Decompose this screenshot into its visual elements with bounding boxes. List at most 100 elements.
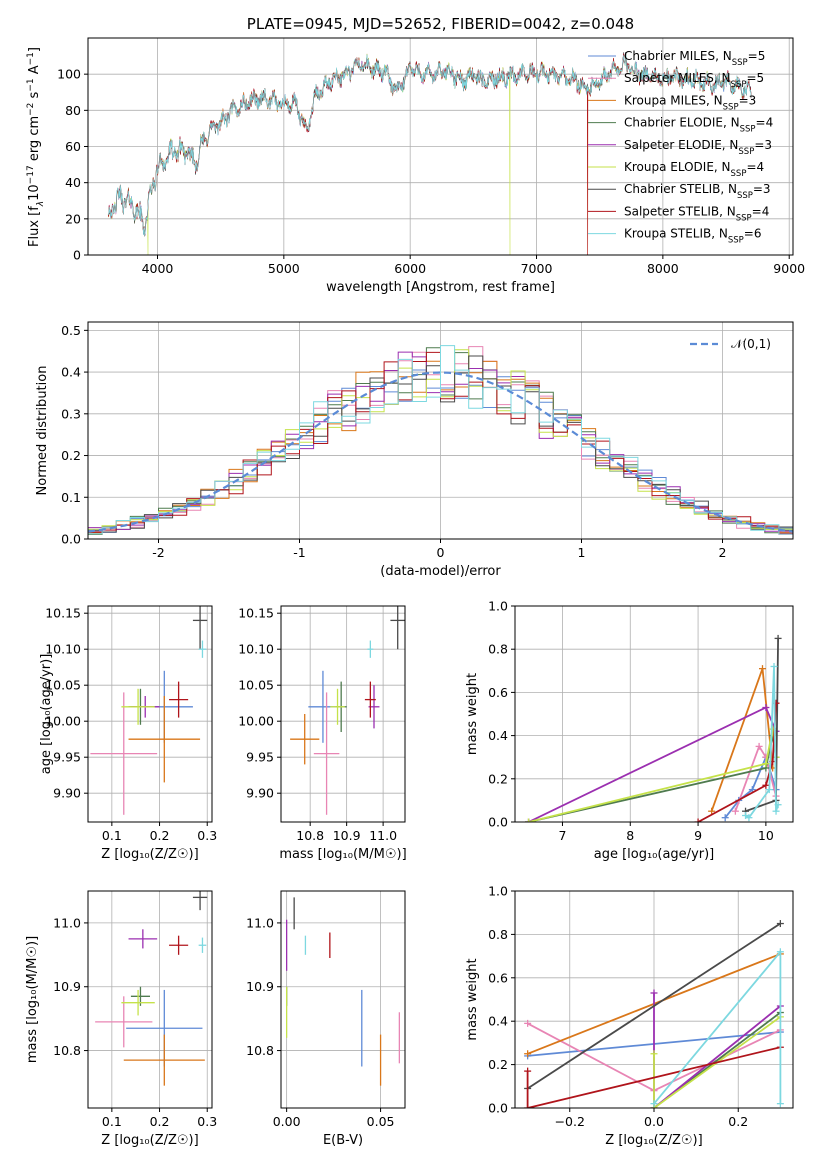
legend-value: =6 (744, 227, 762, 241)
panel-mass_vs_EBV: 0.00 0.05 10.8 10.9 11.0 E(B-V) (246, 890, 406, 1148)
y-axis-label: Normed distribution (35, 366, 50, 496)
plot-area (525, 634, 782, 822)
legend-entry: Kroupa ELODIE, NSSP=4 (624, 160, 764, 179)
axes-frame (87, 890, 213, 1109)
y-tick-label: 10.15 (45, 606, 81, 621)
x-axis-label: Z [log₁₀(Z/Z☉)] (605, 1133, 702, 1148)
weight-line-6 (527, 922, 781, 1090)
legend-sub: SSP (731, 169, 747, 179)
legend-sub: SSP (738, 147, 754, 157)
plot-area (524, 920, 784, 1108)
y-axis-label: age [log₁₀(age/yr)] (39, 654, 54, 775)
legend-sub: SSP (737, 191, 753, 201)
y-tick-label: 0.1 (61, 490, 81, 505)
legend-name: Kroupa STELIB, N (624, 227, 728, 241)
weight-line-4 (528, 706, 777, 822)
panel-age_vs_mass: 10.8 10.9 11.0 9.90 9.95 10.00 10.05 10.10 10.15… (238, 605, 407, 862)
y-tick-label: 11.0 (53, 915, 81, 930)
y-tick-label: 9.90 (53, 786, 81, 801)
grid (88, 606, 212, 822)
y-tick-label: 60 (65, 139, 81, 154)
legend-sub: SSP (731, 80, 747, 90)
chart-title: PLATE=0945, MJD=52652, FIBERID=0042, z=0… (247, 15, 634, 33)
y-tick-label: 0.2 (488, 1057, 508, 1072)
legend: 𝒩(0,1) (690, 337, 771, 351)
legend-value: =5 (748, 49, 766, 63)
x-tick-label: 9 (694, 828, 702, 843)
x-tick-label: 0 (437, 545, 445, 560)
panel-spectrum: 4000 5000 6000 7000 8000 9000 0 20 40 60 80 100 wave… (26, 15, 805, 295)
legend-value: =4 (756, 116, 774, 130)
y-tick-label: 0.0 (488, 815, 508, 830)
legend-value: =4 (752, 204, 770, 218)
x-axis-label: Z [log₁₀(Z/Z☉)] (101, 1133, 198, 1148)
y-tick-label: 11.0 (246, 915, 274, 930)
legend-entry: Chabrier STELIB, NSSP=3 (624, 182, 771, 201)
weight-line-5 (528, 728, 777, 822)
y-axis-label: Flux [fλ10−17 erg cm−2 s−1 A−1] (26, 47, 46, 247)
y-tick-label: 1.0 (488, 599, 508, 614)
legend-name: Kroupa MILES, N (624, 93, 723, 107)
y-tick-label: 10.05 (238, 678, 274, 693)
x-tick-label: 7000 (521, 261, 553, 276)
axes-frame (280, 605, 406, 823)
x-tick-label: -1 (293, 545, 305, 560)
axes-frame (514, 605, 794, 823)
x-tick-label: 8000 (647, 261, 679, 276)
x-tick-label: 7 (558, 828, 566, 843)
legend-name: Salpeter STELIB, N (624, 204, 736, 218)
y-axis-label: mass [log₁₀(M/M☉)] (25, 936, 40, 1063)
x-tick-label: 0.1 (102, 1114, 122, 1129)
y-tick-label: 10.15 (238, 606, 274, 621)
y-axis-label: mass weight (465, 673, 480, 755)
x-tick-label: 6000 (394, 261, 426, 276)
y-tick-label: 0.0 (488, 1101, 508, 1116)
y-tick-label: 10.8 (246, 1043, 274, 1058)
plot-area (88, 345, 793, 535)
y-axis-label-part: −2 (26, 103, 36, 116)
x-tick-label: 0.3 (197, 1114, 217, 1129)
y-tick-label: 100 (57, 67, 81, 82)
x-tick-label: 0.00 (273, 1114, 301, 1129)
y-tick-label: 0.4 (61, 365, 81, 380)
x-tick-label: 10.9 (333, 828, 361, 843)
legend-name: Chabrier STELIB, N (624, 182, 737, 196)
x-tick-label: −0.2 (555, 1114, 585, 1129)
x-tick-label: 9000 (773, 261, 805, 276)
legend-sub: SSP (728, 236, 744, 246)
y-tick-label: 0.5 (61, 323, 81, 338)
legend-name: Chabrier MILES, N (624, 49, 732, 63)
legend-value: =3 (739, 93, 757, 107)
legend-value: =4 (746, 160, 764, 174)
y-tick-label: 9.95 (53, 750, 81, 765)
panel-weight_vs_Z: −0.2 0.0 0.2 0.0 0.2 0.4 0.6 0.8 1.0 Z [log₁₀(Z/Z… (465, 884, 794, 1148)
x-tick-label: 0.05 (367, 1114, 395, 1129)
legend-value: =5 (746, 71, 764, 85)
histogram-step-8 (88, 345, 793, 535)
x-axis-label: Z [log₁₀(Z/Z☉)] (101, 847, 198, 862)
y-axis-label-part: A (27, 65, 42, 78)
weight-line-4 (653, 993, 781, 1108)
legend-name: Salpeter ELODIE, N (624, 138, 738, 152)
y-tick-label: 9.95 (246, 750, 274, 765)
y-tick-label: 0.6 (488, 970, 508, 985)
weight-line-5 (653, 1016, 781, 1108)
y-tick-label: 0.4 (488, 728, 508, 743)
weight-line-7 (526, 1046, 781, 1108)
panel-age_vs_Z: 0.1 0.2 0.3 9.90 9.95 10.00 10.05 10.10 10.15 Z [… (39, 605, 217, 862)
legend-sub: SSP (736, 213, 752, 223)
y-axis-label-part: s (27, 91, 42, 102)
y-tick-label: 10.00 (45, 714, 81, 729)
y-tick-label: 10.9 (53, 979, 81, 994)
y-tick-label: 0.3 (61, 406, 81, 421)
normal-curve (88, 371, 793, 533)
grid (281, 891, 405, 1108)
y-tick-label: 80 (65, 103, 81, 118)
weight-line-1 (734, 745, 777, 812)
y-tick-label: 0 (73, 248, 81, 263)
y-tick-label: 20 (65, 211, 81, 226)
y-tick-label: 10.8 (53, 1043, 81, 1058)
panel-weight_vs_age: 7 8 9 10 0.0 0.2 0.4 0.6 0.8 1.0 age [log₁₀(age/yr… (465, 599, 794, 862)
y-tick-label: 10.05 (45, 678, 81, 693)
